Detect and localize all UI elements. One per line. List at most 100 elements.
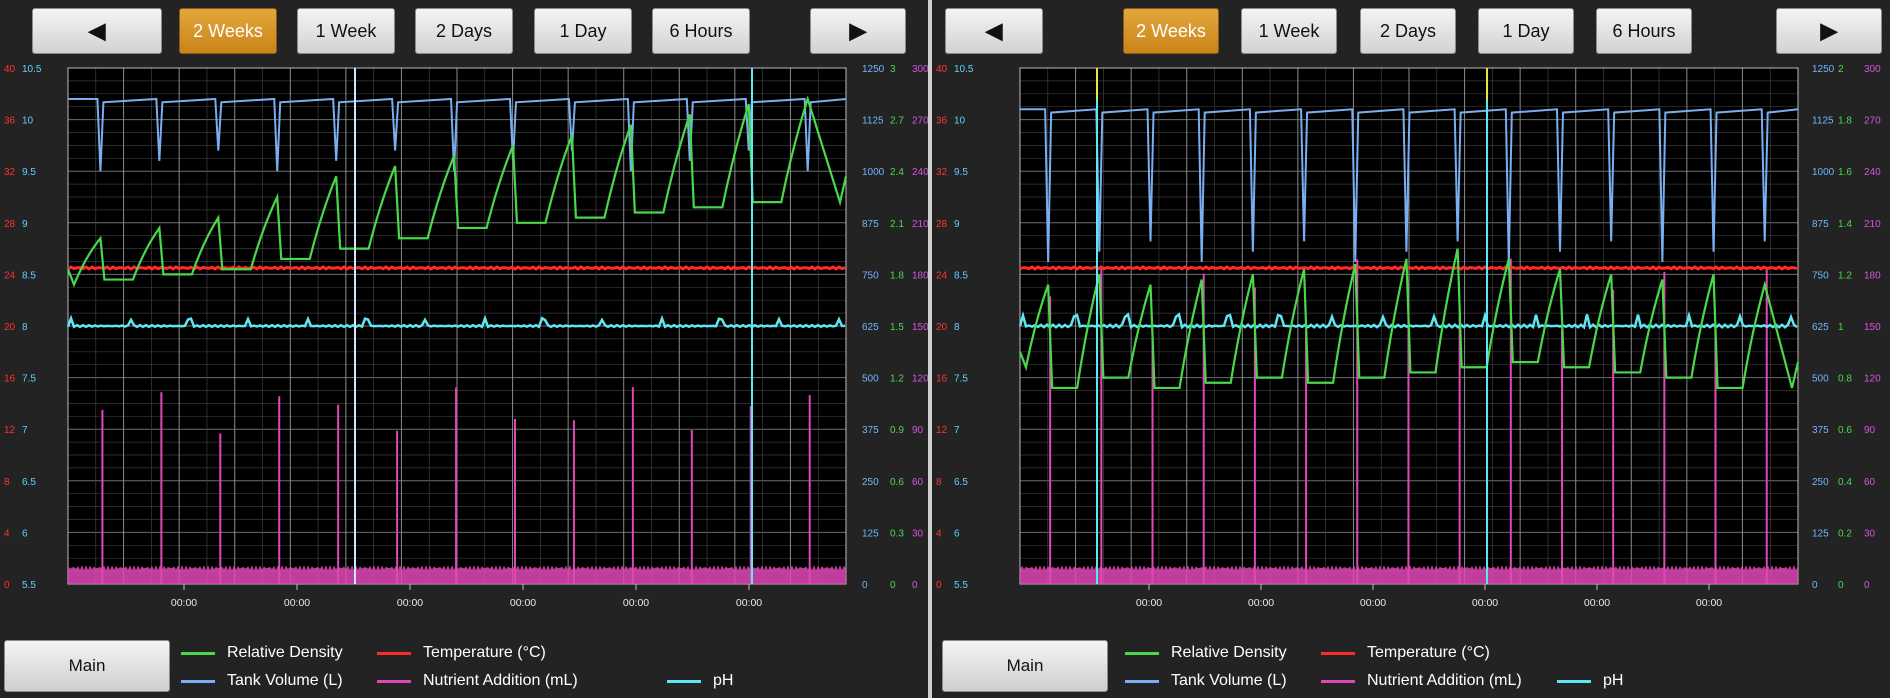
y-tick-nutrient: 300: [912, 64, 928, 75]
y-tick-volume: 875: [1812, 219, 1829, 230]
legend-line-nutrient-addition: [1321, 679, 1355, 683]
y-tick-density: 6.5: [954, 477, 968, 488]
legend-nutrient-addition: Nutrient Addition (mL): [1321, 670, 1522, 692]
legend-line-temperature: [377, 651, 411, 655]
left-trend-chart[interactable]: 403632282420161284010.5109.598.587.576.5…: [0, 60, 928, 608]
legend-tank-volume: Tank Volume (L): [181, 670, 343, 692]
relative-density-line: [1018, 248, 1800, 390]
y-tick-ph: 1.5: [890, 322, 904, 333]
y-tick-ph: 1: [1838, 322, 1844, 333]
right-trend-chart[interactable]: 403632282420161284010.5109.598.587.576.5…: [932, 60, 1890, 608]
y-tick-density: 9: [954, 219, 960, 230]
y-tick-density: 8: [22, 322, 28, 333]
x-tick-time: 00:00: [1584, 597, 1610, 608]
left-chart-panel: ◀ 2 Weeks 1 Week 2 Days 1 Day 6 Hours ▶ …: [0, 0, 928, 698]
y-tick-nutrient: 210: [912, 219, 928, 230]
y-tick-ph: 1.6: [1838, 167, 1852, 178]
y-tick-density: 8: [954, 322, 960, 333]
y-tick-ph: 0: [1838, 580, 1844, 591]
y-tick-nutrient: 30: [912, 528, 924, 539]
prev-button[interactable]: ◀: [945, 8, 1043, 54]
y-tick-volume: 1250: [1812, 64, 1835, 75]
y-tick-temperature: 32: [4, 167, 16, 178]
y-tick-nutrient: 120: [912, 374, 928, 385]
y-tick-volume: 875: [862, 219, 879, 230]
y-tick-volume: 1000: [862, 167, 885, 178]
y-tick-volume: 250: [1812, 477, 1829, 488]
y-tick-ph: 0.9: [890, 425, 904, 436]
range-2-weeks-button[interactable]: 2 Weeks: [179, 8, 277, 54]
y-tick-density: 6: [954, 528, 960, 539]
y-tick-density: 7: [954, 425, 960, 436]
legend-line-nutrient-addition: [377, 679, 411, 683]
x-tick-time: 00:00: [1472, 597, 1498, 608]
right-chart-panel: ◀ 2 Weeks 1 Week 2 Days 1 Day 6 Hours ▶ …: [932, 0, 1890, 698]
y-tick-ph: 0: [890, 580, 896, 591]
y-tick-density: 9: [22, 219, 28, 230]
legend-temperature: Temperature (°C): [1321, 642, 1490, 664]
y-tick-density: 10.5: [22, 64, 42, 75]
main-button[interactable]: Main: [4, 640, 170, 692]
range-6-hours-button[interactable]: 6 Hours: [1596, 8, 1692, 54]
y-tick-nutrient: 270: [1864, 116, 1881, 127]
y-tick-volume: 250: [862, 477, 879, 488]
range-1-week-button[interactable]: 1 Week: [297, 8, 395, 54]
next-button[interactable]: ▶: [1776, 8, 1882, 54]
range-1-day-button[interactable]: 1 Day: [1478, 8, 1574, 54]
y-tick-temperature: 36: [4, 116, 16, 127]
y-tick-temperature: 12: [4, 425, 16, 436]
y-tick-density: 8.5: [954, 270, 968, 281]
y-tick-volume: 500: [862, 374, 879, 385]
main-button[interactable]: Main: [942, 640, 1108, 692]
y-tick-ph: 1.8: [1838, 116, 1852, 127]
legend-line-ph: [1557, 679, 1591, 683]
y-tick-volume: 0: [1812, 580, 1818, 591]
panel-divider: [928, 0, 932, 698]
y-tick-volume: 0: [862, 580, 868, 591]
y-tick-temperature: 0: [936, 580, 942, 591]
prev-button[interactable]: ◀: [32, 8, 162, 54]
temperature-line: [67, 265, 846, 271]
y-tick-density: 7.5: [22, 374, 36, 385]
y-tick-nutrient: 90: [912, 425, 924, 436]
chevron-left-icon: ◀: [88, 18, 106, 43]
y-tick-ph: 1.8: [890, 270, 904, 281]
y-tick-density: 5.5: [22, 580, 36, 591]
legend-relative-density: Relative Density: [1125, 642, 1287, 664]
legend-label: Relative Density: [227, 644, 343, 661]
legend-label: Temperature (°C): [1367, 644, 1490, 661]
range-2-weeks-button[interactable]: 2 Weeks: [1123, 8, 1219, 54]
tank-volume-line: [1020, 108, 1799, 263]
y-tick-ph: 2.7: [890, 116, 904, 127]
y-tick-ph: 1.2: [1838, 270, 1852, 281]
y-tick-density: 10: [22, 116, 34, 127]
y-tick-volume: 625: [1812, 322, 1829, 333]
legend-label: pH: [1603, 672, 1624, 689]
legend-label: Temperature (°C): [423, 644, 546, 661]
y-tick-volume: 125: [1812, 528, 1829, 539]
y-tick-temperature: 12: [936, 425, 948, 436]
y-tick-nutrient: 180: [1864, 270, 1881, 281]
y-tick-ph: 1.2: [890, 374, 904, 385]
y-tick-density: 5.5: [954, 580, 968, 591]
relative-density-line: [66, 95, 848, 288]
y-tick-volume: 1125: [1812, 116, 1834, 127]
y-tick-volume: 1125: [862, 116, 884, 127]
legend-tank-volume: Tank Volume (L): [1125, 670, 1287, 692]
y-tick-ph: 2.1: [890, 219, 904, 230]
range-2-days-button[interactable]: 2 Days: [1360, 8, 1456, 54]
range-1-day-button[interactable]: 1 Day: [534, 8, 632, 54]
x-tick-time: 00:00: [171, 597, 197, 608]
range-1-week-button[interactable]: 1 Week: [1241, 8, 1337, 54]
y-tick-volume: 750: [1812, 270, 1829, 281]
y-tick-nutrient: 210: [1864, 219, 1881, 230]
x-tick-time: 00:00: [1696, 597, 1722, 608]
temperature-line: [1019, 265, 1798, 271]
next-button[interactable]: ▶: [810, 8, 906, 54]
y-tick-temperature: 24: [936, 270, 948, 281]
range-2-days-button[interactable]: 2 Days: [415, 8, 513, 54]
y-tick-ph: 3: [890, 64, 896, 75]
y-tick-nutrient: 0: [1864, 580, 1870, 591]
range-6-hours-button[interactable]: 6 Hours: [652, 8, 750, 54]
y-tick-temperature: 0: [4, 580, 10, 591]
